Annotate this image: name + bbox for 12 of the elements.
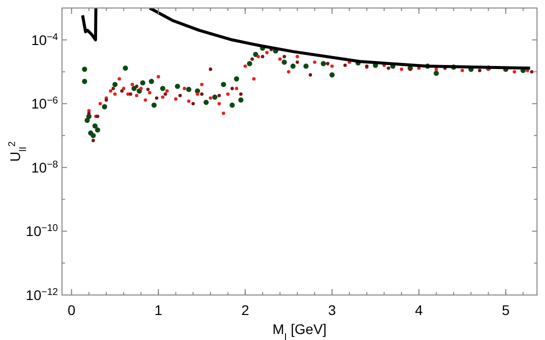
y-tick-label: 10$^{−8}$ xyxy=(31,158,59,176)
x-tick-label: 3 xyxy=(328,302,336,318)
x-tick-label: 5 xyxy=(502,302,510,318)
y-tick-label: 10$^{−6}$ xyxy=(31,95,59,112)
y-tick-label: 10$^{−10}$ xyxy=(26,222,59,240)
y-tick-label: 10$^{−12}$ xyxy=(26,286,58,303)
x-tick-label: 2 xyxy=(241,302,250,318)
x-tick-label: 4 xyxy=(415,302,424,318)
x-axis-title: M$_{I}$ [GeV] xyxy=(272,321,327,340)
x-tick-label: 0 xyxy=(68,302,76,318)
x-tick-label: 1 xyxy=(154,302,162,318)
y-tick-label: 10$^{−4}$ xyxy=(31,31,59,48)
